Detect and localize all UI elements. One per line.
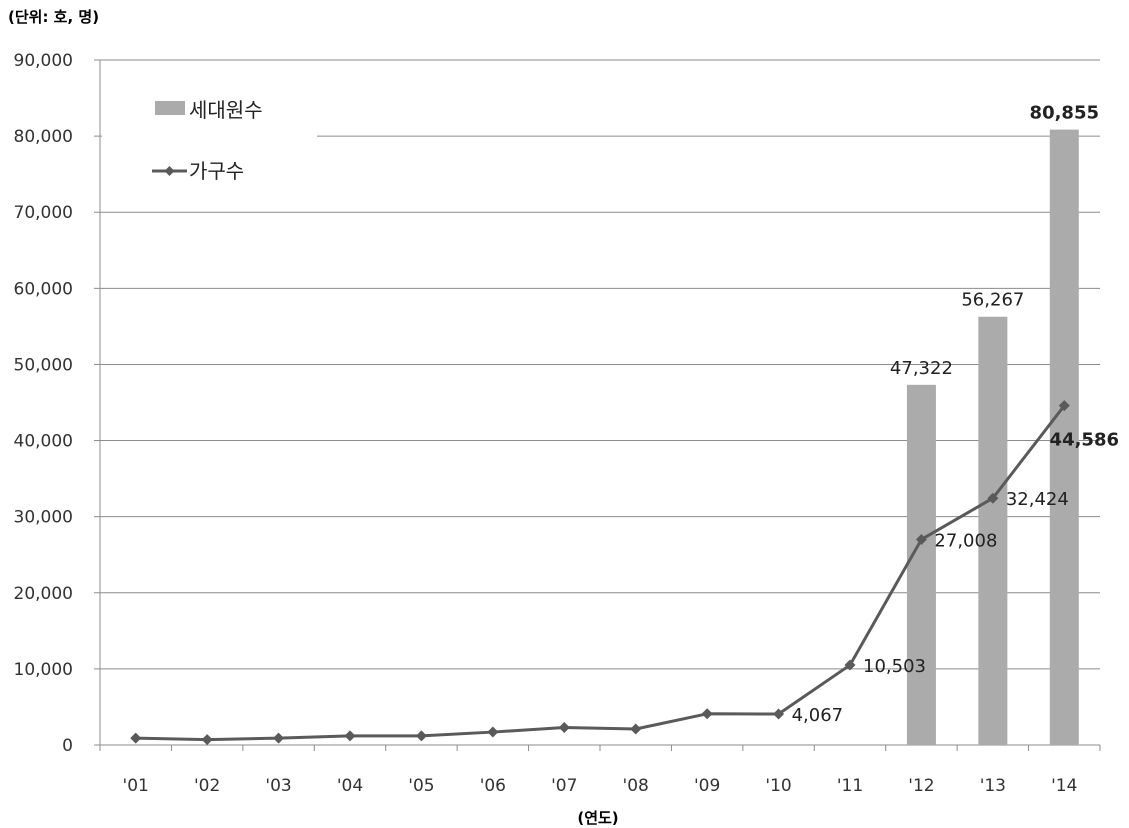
bar — [1049, 129, 1079, 745]
x-axis: '01 '02 '03 '04 '05 '06 '07 '08 '09 '10 '11 '12 '13 '… — [99, 744, 1101, 796]
line-marker — [773, 708, 785, 720]
legend-bar-label: 세대원수 — [189, 98, 263, 122]
x-tick-label: '12 — [908, 776, 934, 796]
bar — [906, 384, 936, 745]
line-data-label: 44,586 — [1050, 430, 1119, 451]
y-tick-label: 90,000 — [14, 51, 73, 71]
y-tick-label: 50,000 — [14, 355, 73, 375]
x-tick-label: '02 — [194, 776, 220, 796]
line-data-label: 32,424 — [1006, 489, 1069, 510]
line-marker — [1058, 400, 1070, 412]
x-tick-label: '06 — [480, 776, 506, 796]
line-marker — [201, 734, 213, 746]
bar — [978, 316, 1008, 745]
x-tick-label: '04 — [337, 776, 363, 796]
unit-label: (단위: 호, 명) — [8, 8, 99, 26]
grid — [100, 59, 1100, 670]
x-tick-label: '13 — [980, 776, 1006, 796]
line-series — [130, 400, 1070, 746]
x-tick-label: '03 — [265, 776, 291, 796]
x-tick-label: '10 — [765, 776, 791, 796]
line-marker — [344, 730, 356, 742]
y-tick-label: 40,000 — [14, 432, 73, 452]
x-tick-label: '07 — [551, 776, 577, 796]
y-axis: 0 10,000 20,000 30,000 40,000 50,000 60,000 70,… — [14, 51, 101, 756]
bar-data-label: 56,267 — [961, 290, 1024, 311]
line-data-label: 10,503 — [863, 656, 926, 677]
y-tick-label: 70,000 — [14, 203, 73, 223]
line-marker — [987, 492, 999, 504]
bar-data-label: 47,322 — [890, 358, 953, 379]
x-tick-label: '08 — [623, 776, 649, 796]
legend-line-label: 가구수 — [189, 159, 244, 183]
line-marker — [844, 659, 856, 671]
x-axis-title: (연도) — [577, 809, 618, 827]
x-tick-label: '14 — [1051, 776, 1077, 796]
line-path — [135, 404, 1066, 742]
line-marker — [487, 726, 499, 738]
legend-bar-swatch — [155, 101, 185, 115]
line-marker — [130, 732, 142, 744]
line-marker — [915, 533, 927, 545]
bar-data-label: 80,855 — [1030, 103, 1099, 124]
x-tick-label: '01 — [123, 776, 149, 796]
line-marker — [630, 723, 642, 735]
line-marker — [701, 708, 713, 720]
x-tick-label: '09 — [694, 776, 720, 796]
x-tick-label: '05 — [408, 776, 434, 796]
x-tick-label: '11 — [837, 776, 863, 796]
y-tick-label: 20,000 — [14, 584, 73, 604]
line-marker — [273, 732, 285, 744]
line-data-label: 4,067 — [792, 705, 844, 726]
data-labels: 47,322 56,267 80,855 4,067 10,503 27,008 32,42… — [792, 103, 1119, 726]
y-tick-label: 30,000 — [14, 508, 73, 528]
legend: 세대원수 가구수 — [102, 92, 317, 192]
y-tick-label: 80,000 — [14, 127, 73, 147]
y-tick-label: 0 — [62, 736, 73, 756]
line-marker — [558, 721, 570, 733]
y-tick-label: 10,000 — [14, 660, 73, 680]
legend-line-marker — [164, 166, 175, 176]
bar-series — [906, 129, 1079, 745]
line-data-label: 27,008 — [934, 530, 997, 551]
line-marker — [415, 730, 427, 742]
y-tick-label: 60,000 — [14, 279, 73, 299]
